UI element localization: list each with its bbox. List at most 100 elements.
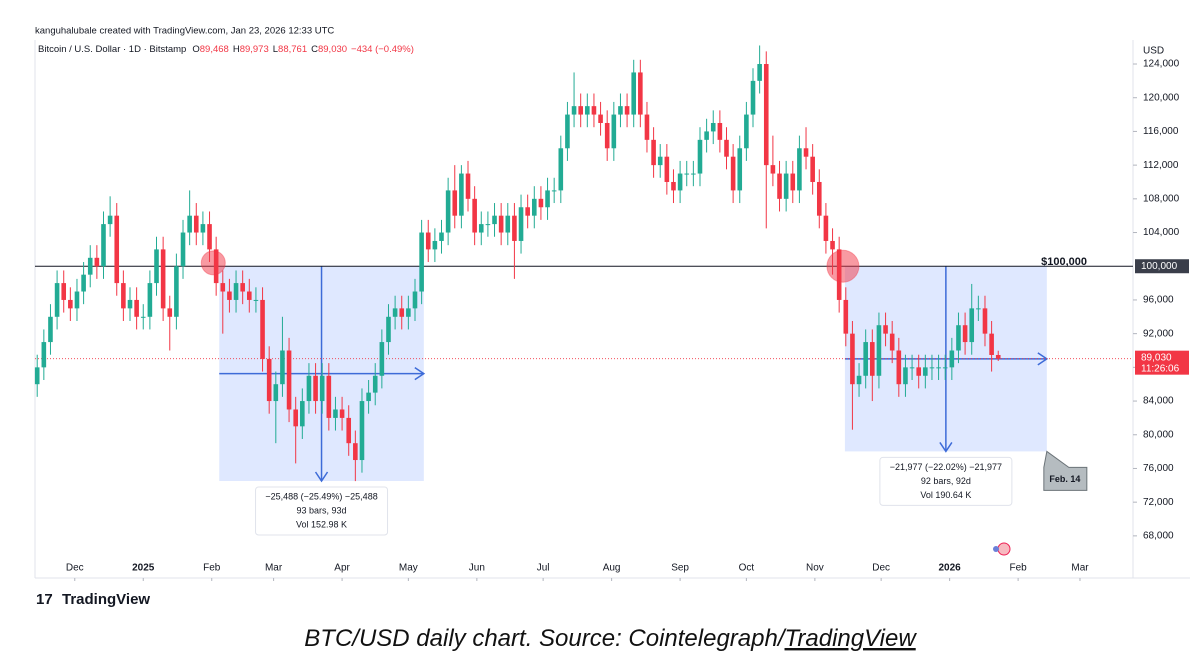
- candle-body: [240, 283, 245, 292]
- candle-body: [472, 198, 477, 233]
- measure-label: −21,977 (−22.02%) −21,977: [890, 462, 1002, 472]
- candle-body: [677, 173, 683, 191]
- candle-body: [664, 156, 670, 182]
- candle-body: [498, 215, 504, 233]
- candle-body: [54, 283, 60, 317]
- candle-body: [101, 224, 106, 267]
- candle-body: [750, 80, 756, 115]
- candle-body: [604, 122, 610, 149]
- arrow-head: [939, 441, 953, 453]
- candle-body: [684, 173, 690, 175]
- arrow-head: [314, 471, 329, 483]
- candle-body: [227, 291, 232, 300]
- candle-body: [200, 224, 206, 233]
- candle-body: [531, 198, 537, 216]
- x-tick-label: Mar: [265, 563, 283, 574]
- candle-body: [280, 350, 285, 385]
- candle-body: [691, 173, 696, 175]
- caption: BTC/USD daily chart. Source: Cointelegra…: [304, 625, 917, 652]
- candle-body: [710, 122, 716, 132]
- callout-label: Feb. 14: [1049, 474, 1080, 484]
- candle-body: [273, 384, 279, 402]
- candle-body: [465, 173, 471, 199]
- y-tick-label: 120,000: [1143, 92, 1180, 103]
- x-tick-label: Nov: [806, 563, 824, 574]
- candle-body: [266, 358, 272, 402]
- candle-body: [127, 299, 133, 309]
- candle-body: [724, 139, 729, 157]
- flag-icon: [993, 542, 1011, 556]
- arrow-head: [414, 366, 426, 381]
- candle-body: [48, 316, 53, 343]
- candle-body: [989, 333, 994, 355]
- change: −434 (−0.49%): [351, 44, 414, 55]
- candle-body: [790, 173, 796, 191]
- candle-body: [936, 367, 941, 369]
- candle-body: [657, 156, 663, 166]
- logo-mark: 17: [36, 591, 53, 608]
- candle-body: [432, 240, 438, 250]
- candle-body: [379, 342, 385, 376]
- candle-body: [154, 249, 159, 284]
- candle-body: [816, 181, 822, 216]
- ohlc-key: L: [273, 44, 278, 55]
- candle-body: [300, 401, 305, 427]
- candle-body: [611, 114, 617, 149]
- candle-body: [386, 316, 391, 343]
- candle-body: [107, 215, 113, 225]
- ohlc-value: 89,973: [240, 44, 269, 55]
- x-tick-label: Mar: [1071, 563, 1089, 574]
- candle-body: [956, 325, 961, 351]
- candle-body: [412, 291, 418, 309]
- candle-body: [353, 443, 358, 461]
- icon: [997, 542, 1011, 556]
- candle-body: [293, 409, 298, 427]
- candle-body: [220, 283, 226, 292]
- hline-label: $100,000: [1041, 256, 1087, 268]
- candle-body: [631, 72, 637, 115]
- candle-body: [81, 274, 86, 292]
- candle-body: [306, 375, 312, 402]
- y-tick-label: 68,000: [1143, 531, 1174, 542]
- candle-body: [883, 325, 888, 334]
- hline-axis-box: [1135, 259, 1189, 274]
- candle-body: [68, 299, 73, 309]
- candle-body: [174, 266, 179, 317]
- candle-body: [452, 190, 458, 216]
- countdown: 11:26:06: [1141, 363, 1180, 374]
- candle-body: [730, 156, 736, 191]
- x-tick-label: Oct: [739, 563, 755, 574]
- candle-body: [704, 131, 709, 140]
- candle-body: [585, 106, 590, 115]
- y-tick-label: 92,000: [1143, 328, 1174, 339]
- candle-body: [419, 232, 424, 292]
- candle-body: [651, 139, 656, 166]
- ohlc-key: O: [192, 44, 199, 55]
- candle-body: [949, 350, 955, 368]
- candle-body: [525, 207, 530, 216]
- candle-body: [942, 367, 948, 369]
- measure-label: −25,488 (−25.49%) −25,488: [265, 491, 377, 501]
- candle-body: [114, 215, 120, 284]
- candle-body: [797, 148, 802, 191]
- y-tick-label: 104,000: [1143, 227, 1180, 238]
- candle-body: [392, 308, 398, 317]
- y-tick-label: 80,000: [1143, 429, 1174, 440]
- logo-text: TradingView: [62, 591, 150, 608]
- candle-body: [286, 350, 292, 410]
- ohlc-value: 89,030: [318, 44, 347, 55]
- candle-body: [823, 215, 829, 241]
- candle-body: [565, 114, 570, 149]
- candle-body: [889, 333, 895, 351]
- candle-body: [545, 190, 550, 208]
- candle-body: [147, 283, 153, 317]
- measure-label: Vol 152.98 K: [296, 519, 347, 529]
- measure-label-box: [879, 456, 1013, 506]
- candle-body: [909, 367, 915, 369]
- legend: Bitcoin / U.S. Dollar · 1D · Bitstamp O89…: [38, 44, 414, 55]
- marker: [200, 250, 226, 276]
- candle-body: [923, 367, 928, 376]
- candle-body: [644, 114, 650, 140]
- candle-body: [777, 173, 782, 199]
- x-tick-label: Dec: [872, 563, 890, 574]
